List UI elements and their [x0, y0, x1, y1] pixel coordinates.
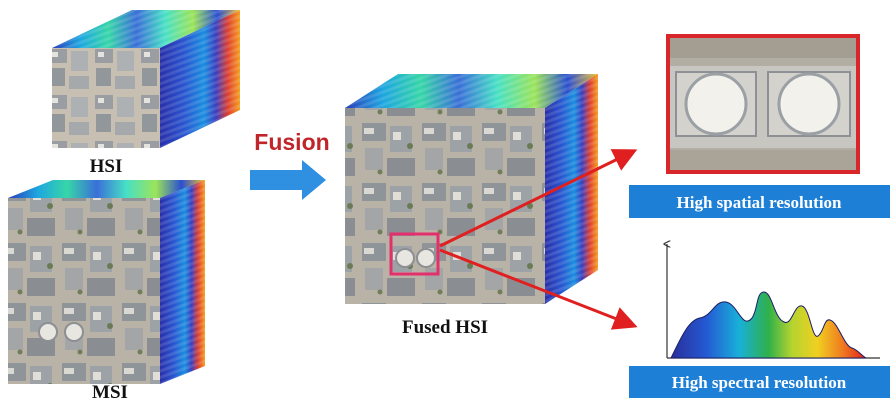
- spatial-zoom-view: [666, 34, 860, 174]
- msi-image-face: [8, 198, 160, 384]
- spectrum-curve-icon: [667, 244, 880, 359]
- fused-hsi-label: Fused HSI: [402, 317, 488, 338]
- arrow-to-spatial: [439, 149, 638, 248]
- zoom-frame: [666, 34, 860, 174]
- fused-image-face: [345, 108, 545, 304]
- spectral-banner-text: High spectral resolution: [672, 373, 847, 392]
- spectral-banner: [629, 366, 890, 398]
- right-arrow-icon: [250, 160, 326, 200]
- msi-cube-top: [8, 180, 205, 198]
- highlight-region-box: [389, 232, 440, 276]
- spatial-banner-text: High spatial resolution: [677, 193, 843, 212]
- msi-cube: [8, 180, 205, 384]
- hsi-label: HSI: [90, 156, 123, 177]
- hsi-image-face: [52, 48, 160, 148]
- arrow-to-spectral: [439, 248, 638, 330]
- fused-hsi-cube: [345, 74, 598, 304]
- msi-label: MSI: [92, 382, 128, 399]
- hsi-cube: [52, 10, 240, 148]
- fusion-label: Fusion: [254, 129, 329, 155]
- spatial-banner: [629, 185, 890, 218]
